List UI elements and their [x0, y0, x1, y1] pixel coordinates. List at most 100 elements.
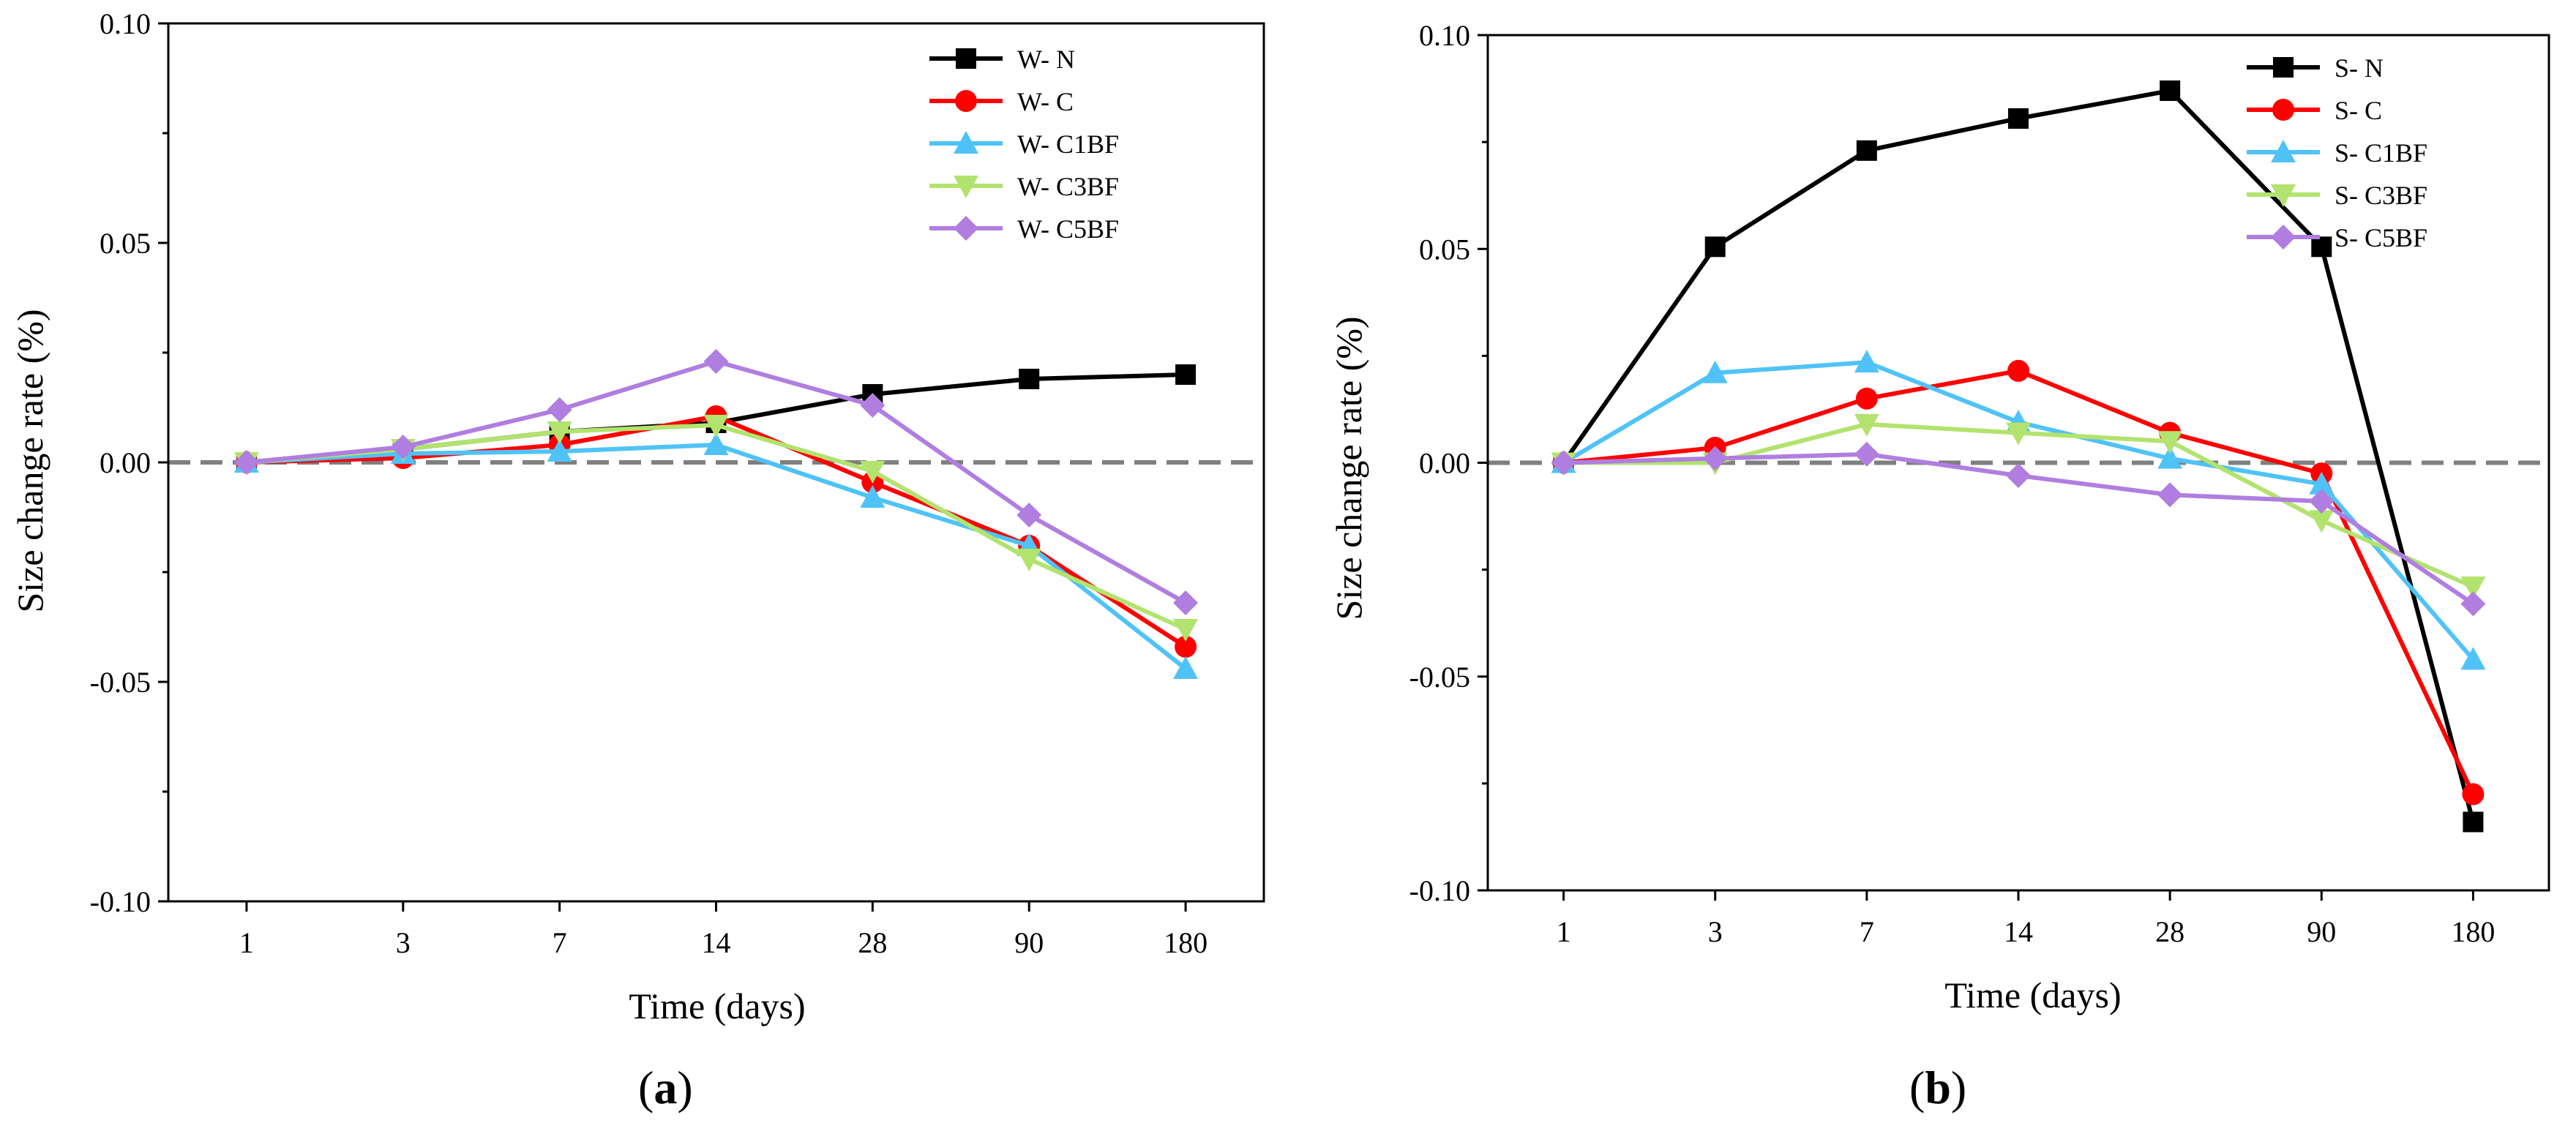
data-point-a-4-3	[703, 349, 729, 374]
data-point-a-2-6	[1173, 656, 1199, 679]
y-tick-label-b-3: 0.05	[1419, 233, 1470, 266]
x-tick-label-a-3: 14	[702, 926, 731, 959]
data-point-b-3-5	[2309, 510, 2334, 533]
legend-label-b-0: S- N	[2334, 53, 2384, 83]
legend-label-b-1: S- C	[2334, 96, 2382, 125]
y-axis-title-a: Size change rate (%)	[10, 309, 50, 612]
x-tick-label-b-4: 28	[2155, 915, 2184, 948]
data-point-b-3-3	[2006, 422, 2031, 446]
data-point-a-2-3	[703, 432, 729, 455]
data-point-a-4-6	[1173, 590, 1199, 615]
data-point-b-0-1	[1704, 236, 1726, 258]
legend-label-a-2: W- C1BF	[1017, 129, 1119, 159]
legend-swatch-marker-a-4	[954, 216, 978, 241]
legend-label-b-3: S- C3BF	[2334, 181, 2427, 210]
data-point-a-3-2	[547, 421, 572, 444]
legend-swatch-marker-a-0	[956, 48, 976, 69]
data-point-a-1-6	[1175, 636, 1197, 658]
data-point-b-4-5	[2309, 489, 2334, 514]
y-tick-label-a-1: -0.05	[90, 666, 151, 699]
legend-swatch-marker-b-4	[2271, 225, 2296, 249]
data-point-b-0-6	[2463, 811, 2484, 833]
data-point-b-4-2	[1854, 441, 1879, 467]
y-tick-label-a-2: 0.00	[100, 446, 151, 479]
data-point-a-4-2	[547, 397, 572, 422]
data-point-a-3-5	[1016, 549, 1042, 571]
legend-swatch-marker-b-0	[2273, 57, 2294, 78]
x-tick-label-b-2: 7	[1860, 915, 1874, 948]
legend-swatch-marker-a-1	[955, 90, 977, 112]
legend-label-b-2: S- C1BF	[2334, 138, 2427, 168]
data-point-b-2-1	[1702, 360, 1728, 383]
data-point-a-0-5	[1019, 369, 1040, 389]
data-point-b-1-2	[1855, 387, 1878, 410]
data-point-b-4-4	[2157, 482, 2183, 508]
data-point-b-2-5	[2309, 471, 2334, 495]
legend-label-a-1: W- C	[1017, 87, 1074, 116]
legend-label-a-3: W- C3BF	[1017, 172, 1119, 201]
legend-label-b-4: S- C5BF	[2334, 223, 2427, 252]
data-point-b-0-4	[2160, 80, 2181, 101]
x-tick-label-b-5: 90	[2307, 915, 2336, 948]
x-tick-label-b-0: 1	[1557, 915, 1571, 948]
panel-label-a: (a)	[638, 1062, 693, 1114]
data-point-b-0-2	[1856, 140, 1877, 161]
data-point-b-4-3	[2006, 463, 2031, 489]
y-tick-label-b-1: -0.05	[1409, 661, 1470, 694]
legend-swatch-marker-b-1	[2272, 99, 2294, 121]
data-point-a-4-0	[233, 450, 259, 475]
legend-a: W- N W- C W- C1BF W- C3BF W- C5BF	[929, 45, 1119, 244]
x-tick-label-a-2: 7	[553, 926, 567, 959]
y-tick-label-b-4: 0.10	[1419, 19, 1470, 52]
data-point-a-2-2	[547, 439, 572, 462]
data-point-b-2-2	[1854, 350, 1879, 373]
data-point-b-3-6	[2460, 577, 2486, 600]
data-point-a-4-1	[390, 435, 416, 459]
data-point-b-1-3	[2007, 359, 2029, 382]
x-axis-title-b: Time (days)	[1944, 975, 2121, 1015]
x-tick-label-a-0: 1	[239, 926, 254, 959]
x-tick-label-b-6: 180	[2451, 915, 2495, 948]
x-tick-label-a-6: 180	[1164, 926, 1208, 959]
y-axis-title-b: Size change rate (%)	[1328, 316, 1369, 620]
legend-swatch-marker-b-2	[2271, 140, 2296, 162]
panel-label-b: (b)	[1909, 1062, 1966, 1114]
data-point-a-3-4	[860, 461, 886, 484]
legend-b: S- N S- C S- C1BF S- C3BF S- C5BF	[2247, 53, 2427, 252]
data-point-b-4-1	[1702, 446, 1728, 471]
data-point-a-3-6	[1173, 619, 1199, 642]
y-tick-label-a-0: -0.10	[90, 885, 151, 918]
data-point-b-3-4	[2157, 431, 2183, 454]
legend-swatch-marker-a-2	[954, 131, 978, 154]
data-point-b-4-6	[2460, 591, 2486, 617]
data-point-b-3-2	[1854, 413, 1879, 437]
panel-letter-a: a	[654, 1062, 677, 1114]
data-point-a-4-5	[1016, 503, 1042, 527]
legend-swatch-marker-a-3	[954, 176, 978, 198]
legend-swatch-marker-b-3	[2271, 184, 2296, 207]
data-point-b-2-4	[2157, 446, 2183, 469]
x-tick-label-b-3: 14	[2004, 915, 2033, 948]
series-line-a-2	[246, 443, 1187, 671]
x-tick-label-a-4: 28	[858, 926, 887, 959]
x-tick-label-a-1: 3	[396, 926, 411, 959]
y-tick-label-b-0: -0.10	[1409, 874, 1470, 907]
legend-label-a-4: W- C5BF	[1017, 214, 1119, 244]
x-tick-label-b-1: 3	[1708, 915, 1723, 948]
data-point-a-3-3	[703, 415, 729, 438]
data-point-a-4-4	[860, 393, 886, 418]
data-point-b-4-0	[1551, 450, 1576, 476]
data-point-b-0-5	[2311, 236, 2332, 258]
data-point-a-0-6	[1175, 364, 1197, 385]
data-point-b-1-6	[2462, 783, 2485, 806]
panel-letter-b: b	[1925, 1062, 1951, 1114]
data-point-a-2-4	[860, 485, 886, 508]
x-tick-label-a-5: 90	[1014, 926, 1044, 959]
data-point-b-0-3	[2008, 108, 2029, 129]
y-tick-label-b-2: 0.00	[1419, 447, 1470, 480]
